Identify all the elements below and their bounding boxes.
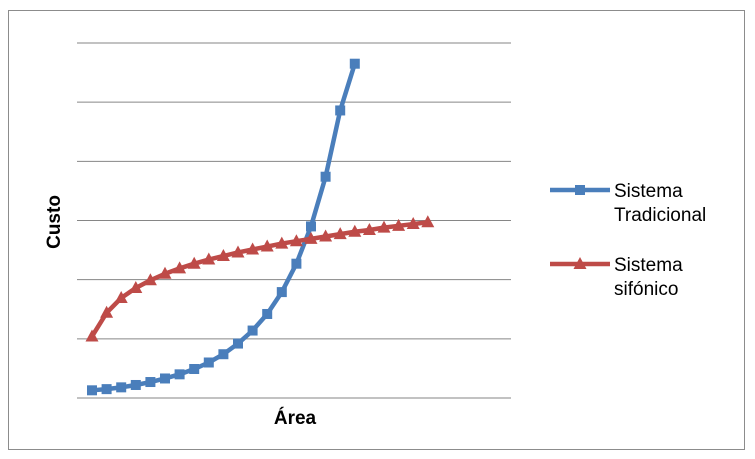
data-point bbox=[87, 385, 97, 396]
legend-label: Sistema bbox=[614, 255, 683, 276]
data-point bbox=[218, 349, 229, 360]
data-point bbox=[246, 242, 260, 255]
series-1 bbox=[87, 58, 360, 396]
legend-item-1: Sistema Tradicional bbox=[550, 181, 706, 226]
data-point bbox=[174, 369, 185, 380]
data-point bbox=[335, 105, 346, 116]
data-point bbox=[320, 171, 331, 182]
data-point bbox=[114, 291, 128, 304]
series-2 bbox=[85, 215, 435, 342]
legend-label: Sistema bbox=[614, 181, 683, 202]
data-point bbox=[216, 249, 230, 261]
data-point bbox=[348, 224, 362, 237]
data-point bbox=[289, 234, 303, 247]
data-point bbox=[233, 338, 243, 349]
data-point bbox=[319, 229, 333, 242]
data-point bbox=[392, 218, 406, 231]
data-point bbox=[158, 266, 172, 279]
legend-item-2: Sistema sifónico bbox=[550, 255, 683, 300]
data-point bbox=[130, 379, 141, 390]
x-axis-title: Área bbox=[274, 407, 317, 429]
data-point bbox=[275, 236, 289, 249]
data-point bbox=[145, 377, 156, 388]
data-point bbox=[202, 252, 216, 265]
data-point bbox=[291, 258, 302, 269]
y-axis-title: Custo bbox=[44, 195, 65, 249]
data-point bbox=[406, 217, 420, 230]
data-point bbox=[304, 231, 318, 244]
data-point bbox=[187, 256, 201, 269]
gridlines bbox=[77, 42, 511, 399]
data-point bbox=[276, 287, 287, 298]
data-point bbox=[85, 329, 99, 342]
data-point bbox=[421, 215, 435, 228]
data-point bbox=[333, 227, 347, 240]
data-point bbox=[260, 239, 274, 252]
series-layer bbox=[85, 58, 435, 396]
data-point bbox=[189, 364, 200, 375]
data-point bbox=[349, 58, 360, 69]
data-point bbox=[101, 384, 112, 395]
data-point bbox=[362, 222, 376, 235]
legend-marker bbox=[575, 185, 585, 195]
data-point bbox=[116, 382, 127, 393]
data-point bbox=[231, 245, 245, 258]
legend: Sistema Tradicional Sistema sifónico bbox=[550, 181, 706, 300]
data-point bbox=[129, 280, 143, 293]
data-point bbox=[160, 373, 170, 384]
data-point bbox=[247, 325, 258, 336]
data-point bbox=[143, 273, 157, 286]
legend-label: sifónico bbox=[614, 279, 678, 300]
data-point bbox=[306, 221, 316, 232]
data-point bbox=[262, 308, 273, 319]
data-point bbox=[377, 220, 391, 233]
data-point bbox=[203, 357, 214, 368]
legend-label: Tradicional bbox=[614, 205, 706, 226]
data-point bbox=[100, 305, 114, 318]
legend-marker bbox=[573, 257, 587, 269]
data-point bbox=[173, 261, 187, 274]
